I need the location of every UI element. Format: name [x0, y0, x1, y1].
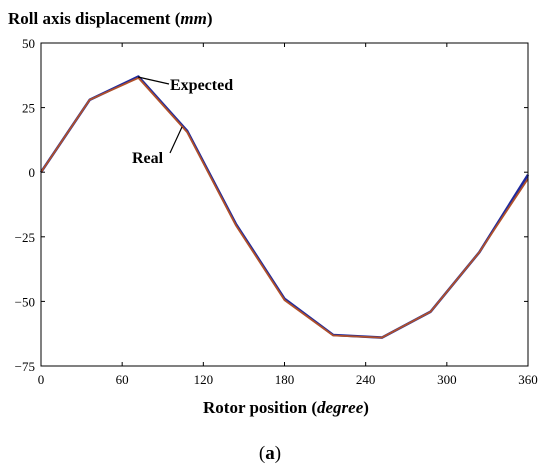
x-axis-label: Rotor position (degree) [203, 398, 369, 417]
series-line-real [40, 77, 529, 339]
real-annotation-label: Real [132, 150, 164, 167]
x-tick-label: 60 [116, 372, 129, 387]
expected-annotation-leader [137, 76, 170, 85]
panel-label: (a) [259, 443, 281, 464]
y-tick-label: −50 [15, 294, 35, 309]
y-tick-label: 0 [29, 165, 36, 180]
x-tick-label: 180 [275, 372, 295, 387]
x-tick-label: 360 [518, 372, 538, 387]
y-tick-label: 25 [22, 101, 35, 116]
x-tick-label: 120 [194, 372, 214, 387]
x-tick-label: 240 [356, 372, 376, 387]
expected-annotation-label: Expected [170, 77, 233, 94]
x-tick-label: 300 [437, 372, 457, 387]
x-tick-label: 0 [38, 372, 45, 387]
y-tick-label: 50 [22, 36, 35, 51]
y-tick-label: −75 [15, 359, 35, 374]
real-annotation-leader [169, 126, 183, 154]
chart-title: Roll axis displacement (mm) [8, 9, 213, 28]
plot-frame [40, 42, 529, 367]
y-tick-label: −25 [15, 230, 35, 245]
